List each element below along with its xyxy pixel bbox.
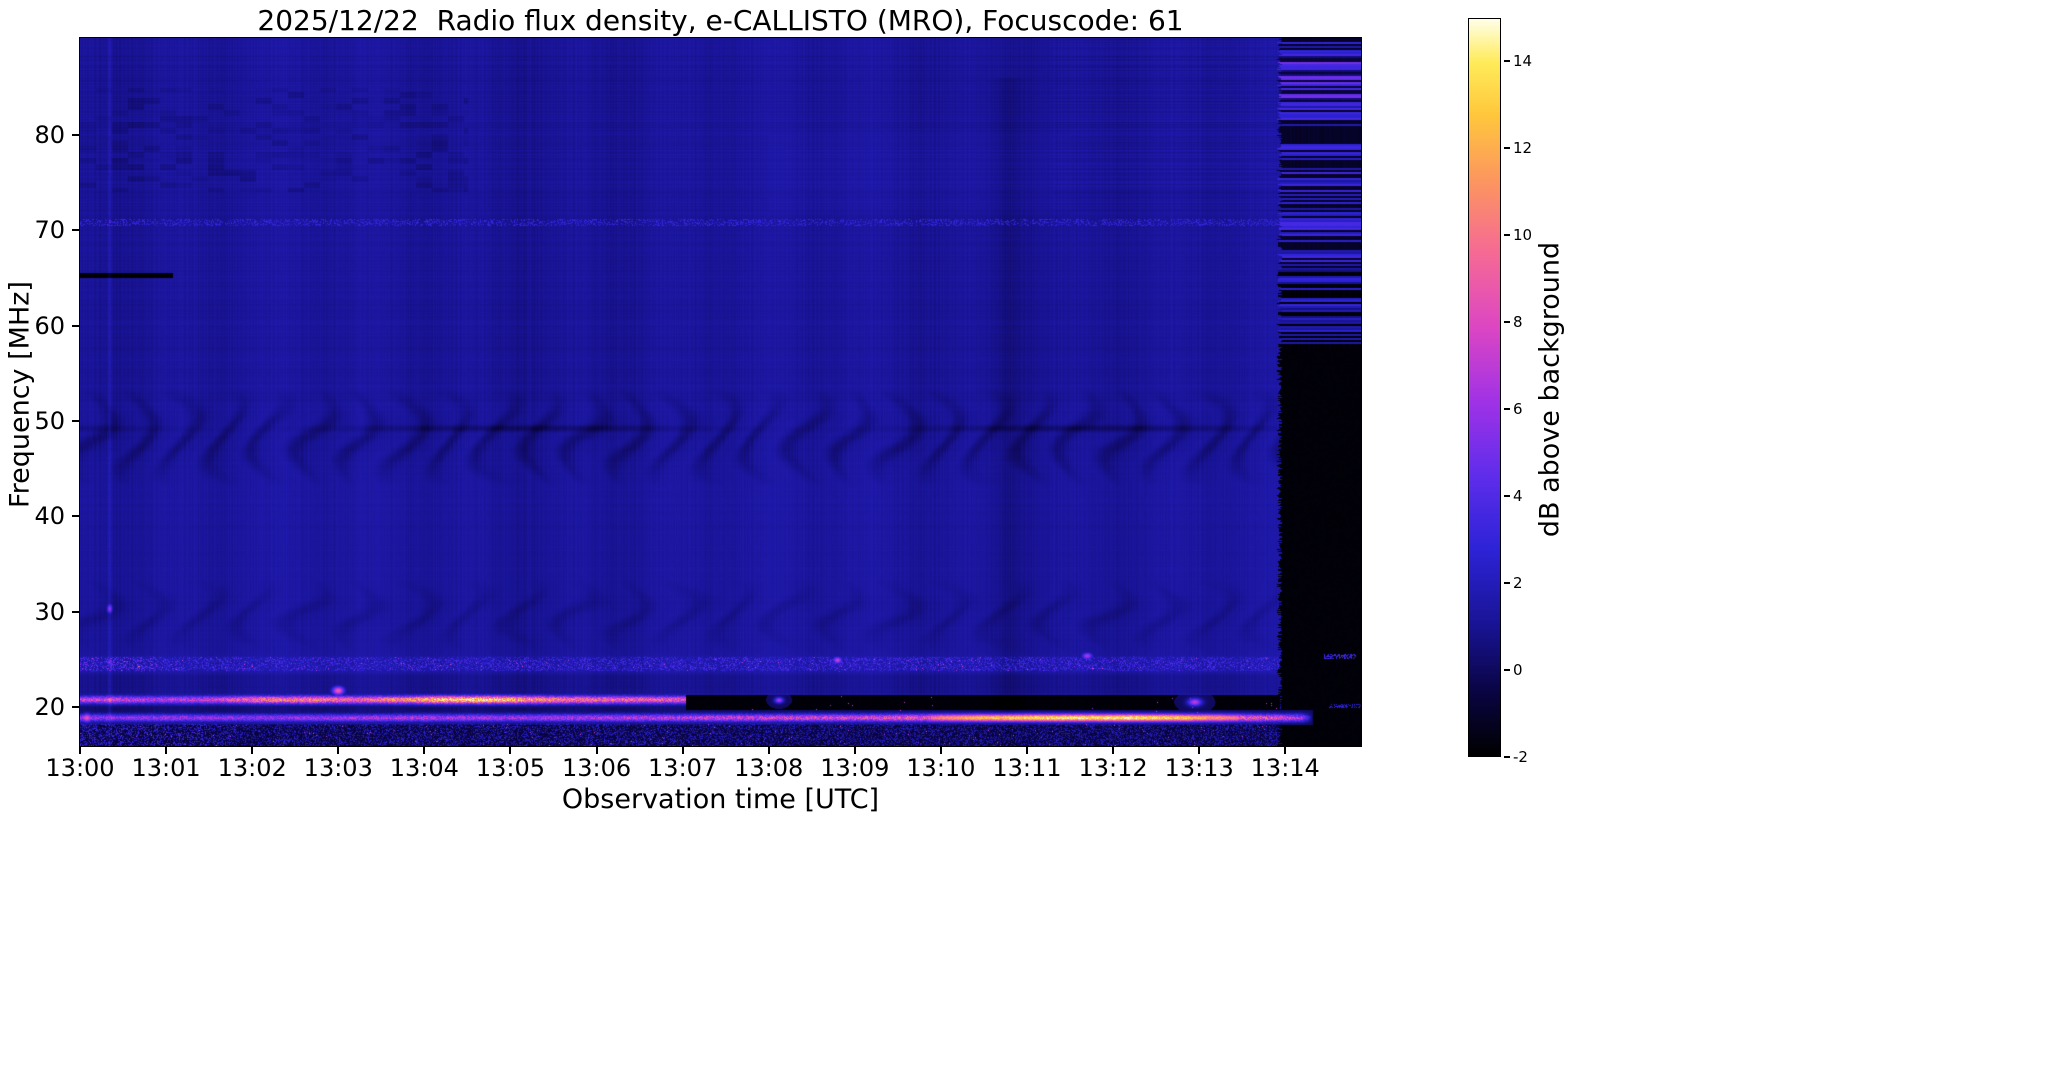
x-axis-label: Observation time [UTC] [561,784,880,815]
y-tick-label: 30 [34,597,65,626]
colorbar-gradient [1468,18,1501,757]
x-tick-label: 13:01 [131,754,201,782]
colorbar-tick-label: -2 [1513,748,1528,766]
y-tick-mark [72,324,79,327]
colorbar-label: dB above background [1534,241,1566,538]
y-tick-label: 50 [34,407,65,436]
y-tick-label: 20 [34,692,65,721]
x-tick-mark [251,747,254,754]
spectrogram-heatmap [79,37,1362,747]
x-tick-label: 13:13 [1164,754,1234,782]
x-tick-mark [1198,747,1201,754]
x-tick-mark [595,747,598,754]
x-tick-mark [853,747,856,754]
x-tick-mark [165,747,168,754]
colorbar-tick-label: 0 [1513,661,1523,680]
colorbar-tick-label: 14 [1513,52,1533,71]
colorbar-tick-mark [1504,321,1510,324]
x-tick-label: 13:07 [648,754,718,782]
colorbar-tick-label: 12 [1513,139,1533,158]
colorbar-tick-label: 8 [1513,313,1523,332]
x-tick-label: 13:04 [389,754,459,782]
x-tick-mark [1112,747,1115,754]
y-tick-label: 40 [34,502,65,531]
y-tick-mark [72,610,79,613]
x-tick-label: 13:03 [303,754,373,782]
x-tick-label: 13:09 [820,754,890,782]
x-tick-label: 13:12 [1078,754,1148,782]
x-tick-mark [423,747,426,754]
x-tick-mark [767,747,770,754]
y-tick-label: 70 [34,216,65,245]
colorbar-tick-mark [1504,147,1510,150]
y-tick-label: 80 [34,121,65,150]
y-axis-label: Frequency [MHz] [4,281,36,508]
x-tick-mark [939,747,942,754]
chart-title: 2025/12/22 Radio flux density, e-CALLIST… [257,4,1184,37]
y-tick-mark [72,420,79,423]
y-tick-mark [72,134,79,137]
colorbar-tick-label: 4 [1513,487,1523,506]
y-tick-mark [72,229,79,232]
x-tick-label: 13:02 [217,754,287,782]
x-tick-label: 13:14 [1250,754,1320,782]
colorbar-tick-mark [1504,60,1510,63]
colorbar-tick-mark [1504,408,1510,411]
colorbar-tick-mark [1504,756,1510,758]
x-tick-label: 13:10 [906,754,976,782]
x-tick-mark [1284,747,1287,754]
colorbar-tick-label: 6 [1513,400,1523,419]
x-tick-mark [337,747,340,754]
x-tick-label: 13:06 [561,754,632,782]
x-tick-mark [1025,747,1028,754]
y-tick-mark [72,515,79,518]
colorbar-tick-label: 2 [1513,574,1523,593]
x-tick-mark [681,747,684,754]
colorbar-tick-mark [1504,582,1510,585]
colorbar-tick-mark [1504,234,1510,237]
y-tick-mark [72,705,79,708]
x-tick-label: 13:08 [734,754,804,782]
x-tick-label: 13:00 [45,754,115,782]
y-tick-label: 60 [34,311,65,340]
colorbar-tick-mark [1504,495,1510,498]
x-tick-label: 13:05 [475,754,546,782]
colorbar-tick-label: 10 [1513,226,1533,245]
x-tick-mark [509,747,512,754]
colorbar-tick-mark [1504,669,1510,672]
x-tick-label: 13:11 [992,754,1062,782]
x-tick-mark [79,747,81,754]
